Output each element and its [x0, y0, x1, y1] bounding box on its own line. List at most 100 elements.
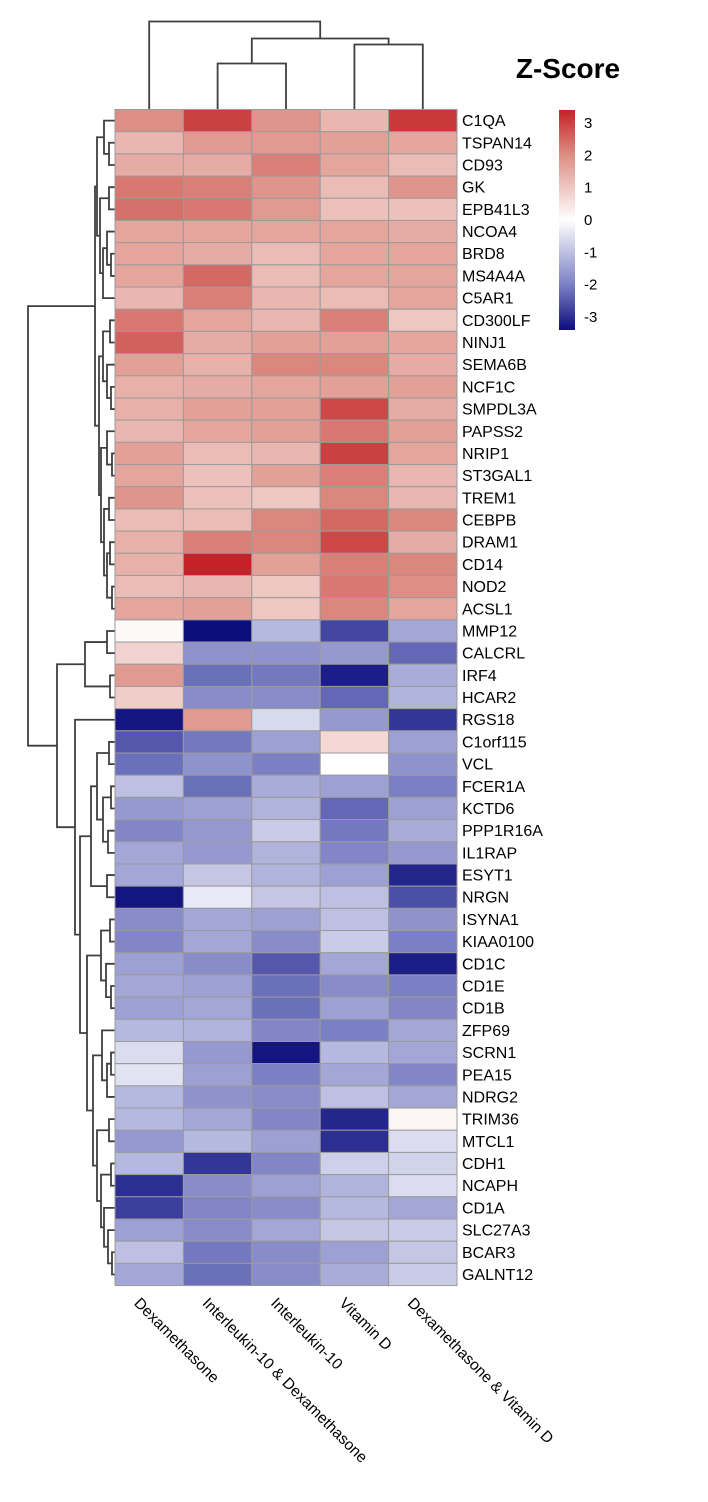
row-label: DRAM1 — [462, 535, 518, 552]
heatmap-cell — [182, 641, 253, 665]
heatmap-cell — [182, 464, 253, 488]
heatmap-cell — [182, 597, 253, 621]
heatmap-cell — [251, 1262, 321, 1287]
heatmap-cell — [114, 464, 184, 488]
heatmap-cell — [251, 375, 321, 399]
heatmap-cell — [114, 774, 184, 798]
row-dendrogram — [27, 119, 115, 1276]
heatmap-cell — [319, 419, 390, 443]
heatmap-cell — [182, 330, 253, 355]
heatmap-cell — [388, 464, 458, 488]
heatmap-cell — [251, 663, 321, 687]
heatmap-cell — [251, 397, 321, 421]
row-label: IL1RAP — [462, 845, 517, 862]
heatmap-cell — [114, 996, 184, 1020]
heatmap-cell — [388, 708, 458, 732]
heatmap-cell — [251, 1107, 321, 1131]
row-label: CD1B — [462, 1001, 505, 1018]
heatmap-cell — [319, 153, 390, 177]
dendrogram-link — [108, 496, 115, 521]
heatmap-cell — [182, 1262, 253, 1287]
heatmap-cell — [114, 1129, 184, 1153]
heatmap-cell — [251, 197, 321, 221]
legend-tick-label: 0 — [584, 212, 592, 229]
heatmap-cell — [182, 131, 253, 155]
heatmap-cell — [182, 1151, 253, 1176]
heatmap-cell — [319, 441, 390, 466]
heatmap-cell — [319, 574, 390, 599]
legend-title: Z-Score — [516, 53, 620, 84]
heatmap-cell — [251, 1240, 321, 1264]
heatmap-cell — [251, 508, 321, 532]
heatmap-cell — [114, 730, 184, 754]
heatmap-cell — [251, 1063, 321, 1087]
row-label: NCF1C — [462, 379, 515, 396]
dendrogram-link — [109, 918, 115, 943]
heatmap-cell — [388, 752, 458, 776]
heatmap-cell — [319, 619, 390, 643]
heatmap-cell — [388, 952, 458, 976]
heatmap-cell — [251, 819, 321, 843]
heatmap-cell — [251, 1218, 321, 1242]
heatmap-cell — [319, 197, 390, 221]
heatmap-cell — [251, 597, 321, 621]
row-label: NDRG2 — [462, 1089, 518, 1106]
heatmap-cell — [251, 907, 321, 932]
dendrogram-link — [106, 430, 115, 466]
dendrogram-link — [106, 874, 115, 899]
heatmap-cell — [251, 330, 321, 355]
heatmap-cell — [388, 131, 458, 155]
heatmap-cell — [114, 153, 184, 177]
heatmap-cell — [251, 841, 321, 865]
heatmap-cell — [319, 730, 390, 754]
dendrogram-link — [27, 305, 95, 747]
row-label: PAPSS2 — [462, 424, 523, 441]
heatmap-cell — [388, 219, 458, 244]
heatmap-cell — [182, 1063, 253, 1087]
dendrogram-link — [103, 1207, 115, 1248]
heatmap-cell — [251, 574, 321, 599]
heatmap-cell — [388, 264, 458, 288]
heatmap-cell — [251, 1196, 321, 1220]
heatmap-cell — [251, 153, 321, 177]
heatmap-cell — [114, 597, 184, 621]
dendrogram-link — [250, 37, 390, 64]
heatmap-cell — [388, 353, 458, 377]
row-label: CD1A — [462, 1200, 505, 1217]
heatmap-cell — [182, 1240, 253, 1264]
heatmap-cell — [319, 464, 390, 488]
heatmap-cell — [388, 508, 458, 532]
heatmap-cell — [114, 841, 184, 865]
row-label: CD93 — [462, 157, 503, 174]
heatmap-cell — [319, 974, 390, 998]
heatmap-cell — [251, 685, 321, 710]
heatmap-cell — [182, 708, 253, 732]
heatmap-cell — [251, 641, 321, 665]
heatmap-cell — [251, 353, 321, 377]
heatmap-cell — [319, 330, 390, 355]
dendrogram-link — [108, 1118, 115, 1143]
heatmap-cell — [251, 286, 321, 310]
heatmap-cell — [319, 597, 390, 621]
heatmap-cell — [114, 175, 184, 199]
heatmap-cell — [114, 930, 184, 954]
heatmap-cell — [388, 819, 458, 843]
heatmap-cell — [319, 508, 390, 532]
heatmap-cell — [182, 574, 253, 599]
heatmap-cell — [388, 841, 458, 865]
heatmap-cell — [251, 264, 321, 288]
heatmap-cell — [388, 574, 458, 599]
legend-tick-label: -1 — [584, 244, 597, 261]
heatmap-cell — [388, 663, 458, 687]
dendrogram-link — [56, 663, 85, 829]
heatmap-cell — [388, 1196, 458, 1220]
heatmap-cell — [388, 907, 458, 932]
heatmap-cell — [251, 1129, 321, 1153]
heatmap-cell — [182, 796, 253, 821]
heatmap-cell — [182, 109, 253, 133]
heatmap-cell — [319, 397, 390, 421]
heatmap-cell — [319, 131, 390, 155]
heatmap-cell — [319, 907, 390, 932]
heatmap-cell — [388, 619, 458, 643]
row-label: SCRN1 — [462, 1045, 516, 1062]
